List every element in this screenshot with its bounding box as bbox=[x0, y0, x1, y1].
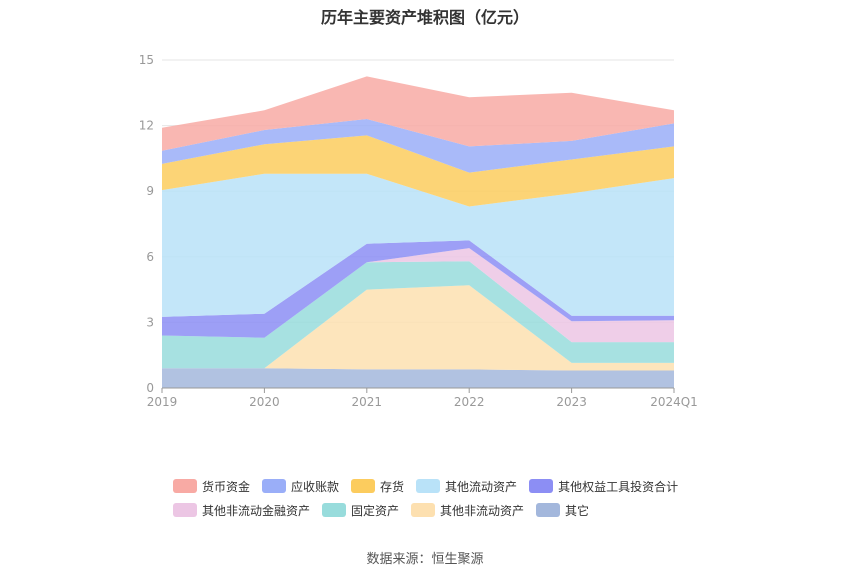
legend-swatch bbox=[322, 503, 347, 517]
y-tick-label: 3 bbox=[146, 315, 154, 329]
area-series-应收账款 bbox=[162, 119, 674, 173]
area-series-其他流动资产 bbox=[162, 173, 674, 317]
y-tick-label: 15 bbox=[139, 53, 154, 67]
legend-item[interactable]: 存货 bbox=[351, 478, 404, 495]
y-tick-label: 6 bbox=[146, 250, 154, 264]
legend-label: 其他权益工具投资合计 bbox=[558, 479, 679, 494]
area-series-其他非流动资产 bbox=[162, 285, 674, 371]
area-series-固定资产 bbox=[162, 261, 674, 369]
legend-row: 其他非流动金融资产 固定资产 其他非流动资产 其它 bbox=[173, 498, 713, 522]
area-series-货币资金 bbox=[162, 76, 674, 151]
legend-label: 其他非流动资产 bbox=[440, 503, 525, 518]
legend-swatch bbox=[173, 479, 197, 493]
area-series-其他非流动金融资产 bbox=[162, 248, 674, 343]
legend-item[interactable]: 其它 bbox=[536, 502, 589, 519]
x-tick-label: 2024Q1 bbox=[650, 395, 698, 409]
legend-item[interactable]: 其他权益工具投资合计 bbox=[529, 478, 678, 495]
legend-row: 货币资金 应收账款 存货 其他流动资产 其他权益工具投资合计 bbox=[173, 474, 713, 498]
legend-label: 其他非流动金融资产 bbox=[202, 503, 311, 518]
x-tick-label: 2019 bbox=[147, 395, 178, 409]
area-series-存货 bbox=[162, 135, 674, 207]
legend-item[interactable]: 其他非流动金融资产 bbox=[173, 502, 310, 519]
legend-swatch bbox=[173, 503, 197, 517]
legend-label: 其他流动资产 bbox=[445, 479, 518, 494]
area-series-其它 bbox=[162, 368, 674, 388]
legend-item[interactable]: 其他非流动资产 bbox=[411, 502, 524, 519]
chart-title: 历年主要资产堆积图（亿元） bbox=[320, 8, 529, 27]
x-tick-label: 2023 bbox=[556, 395, 587, 409]
legend-swatch bbox=[536, 503, 561, 517]
legend-swatch bbox=[529, 479, 554, 493]
legend-swatch bbox=[351, 479, 376, 493]
area-layer bbox=[162, 76, 674, 388]
legend-label: 货币资金 bbox=[202, 479, 251, 494]
legend-item[interactable]: 应收账款 bbox=[262, 478, 339, 495]
legend-label: 固定资产 bbox=[351, 503, 400, 518]
legend-label: 存货 bbox=[380, 479, 405, 494]
source-note: 数据来源：恒生聚源 bbox=[366, 552, 484, 567]
x-tick-label: 2022 bbox=[454, 395, 485, 409]
y-tick-label: 12 bbox=[139, 119, 154, 133]
legend-swatch bbox=[262, 479, 287, 493]
y-tick-label: 0 bbox=[146, 381, 154, 395]
x-tick-label: 2020 bbox=[249, 395, 280, 409]
y-tick-label: 9 bbox=[146, 184, 154, 198]
legend-item[interactable]: 固定资产 bbox=[322, 502, 399, 519]
legend-swatch bbox=[416, 479, 441, 493]
legend: 货币资金 应收账款 存货 其他流动资产 其他权益工具投资合计 其他非流动金融资产 固定资产其… bbox=[173, 474, 713, 522]
area-series-其他权益工具投资合计 bbox=[162, 240, 674, 338]
legend-label: 其它 bbox=[565, 503, 590, 518]
legend-item[interactable]: 其他流动资产 bbox=[416, 478, 517, 495]
legend-swatch bbox=[411, 503, 436, 517]
legend-label: 应收账款 bbox=[291, 479, 340, 494]
legend-item[interactable]: 货币资金 bbox=[173, 478, 250, 495]
x-tick-label: 2021 bbox=[352, 395, 383, 409]
axis-layer: 0 3 6 9 12 15 2019 2020 2021 2022 2023 2024Q1 bbox=[139, 53, 698, 409]
